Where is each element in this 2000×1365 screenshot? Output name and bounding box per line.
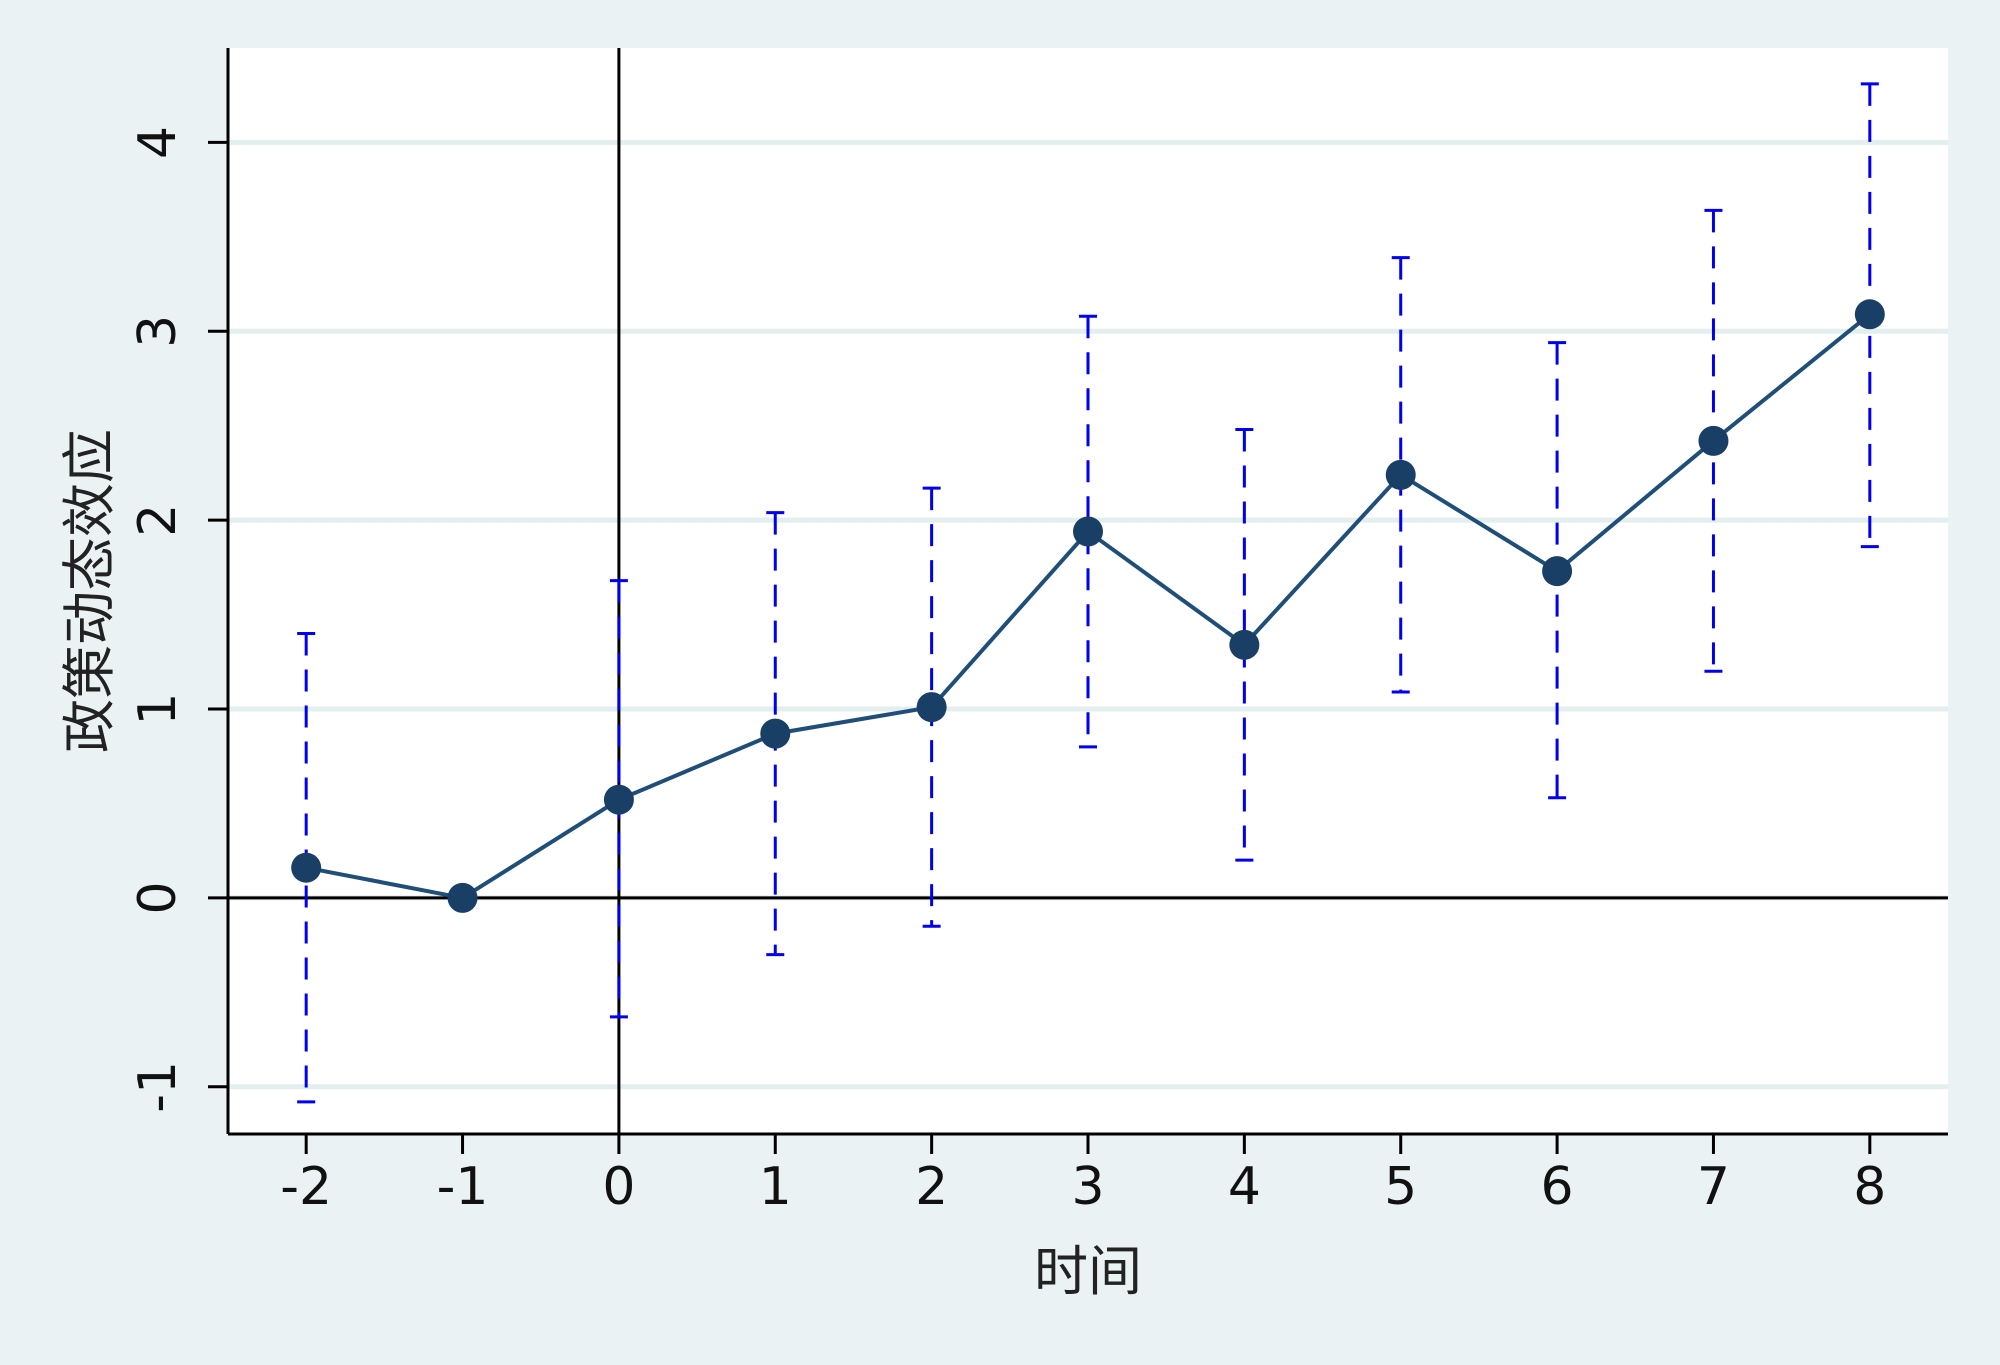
data-point — [1073, 516, 1103, 547]
x-tick-label: 7 — [1697, 1157, 1730, 1217]
x-tick-label: 0 — [602, 1157, 635, 1217]
x-tick-label: 3 — [1071, 1157, 1104, 1217]
data-point — [1229, 629, 1260, 660]
x-axis-title: 时间 — [1034, 1240, 1142, 1303]
data-point — [1698, 425, 1729, 456]
data-point — [760, 718, 791, 749]
y-tick-label: -1 — [128, 1061, 188, 1113]
data-point — [1854, 299, 1885, 330]
y-axis-title: 政策动态效应 — [58, 429, 121, 753]
x-tick-label: 4 — [1228, 1157, 1261, 1217]
data-point — [447, 882, 478, 913]
y-tick-label: 1 — [128, 692, 188, 725]
x-tick-label: 8 — [1853, 1157, 1886, 1217]
x-tick-label: 1 — [759, 1157, 792, 1217]
y-tick-label: 0 — [128, 881, 188, 914]
x-tick-label: 5 — [1384, 1157, 1417, 1217]
axes: -2 -1 0 1 2 3 4 5 6 7 8 -1 0 1 2 3 4 — [128, 48, 1948, 1217]
y-tick-label: 3 — [128, 315, 188, 348]
data-point — [1385, 459, 1416, 490]
y-tick-label: 4 — [128, 126, 188, 159]
x-tick-label: -1 — [437, 1157, 489, 1217]
data-point — [916, 692, 947, 723]
data-point — [1542, 556, 1573, 587]
x-tick-label: 6 — [1541, 1157, 1574, 1217]
data-point — [291, 852, 322, 883]
x-tick-label: 2 — [915, 1157, 948, 1217]
data-point — [603, 784, 634, 815]
x-tick-label: -2 — [280, 1157, 332, 1217]
series-points — [291, 299, 1885, 913]
plot-area — [228, 48, 1948, 1134]
y-tick-label: 2 — [128, 504, 188, 537]
axis-labels: 时间 政策动态效应 — [58, 429, 1142, 1303]
